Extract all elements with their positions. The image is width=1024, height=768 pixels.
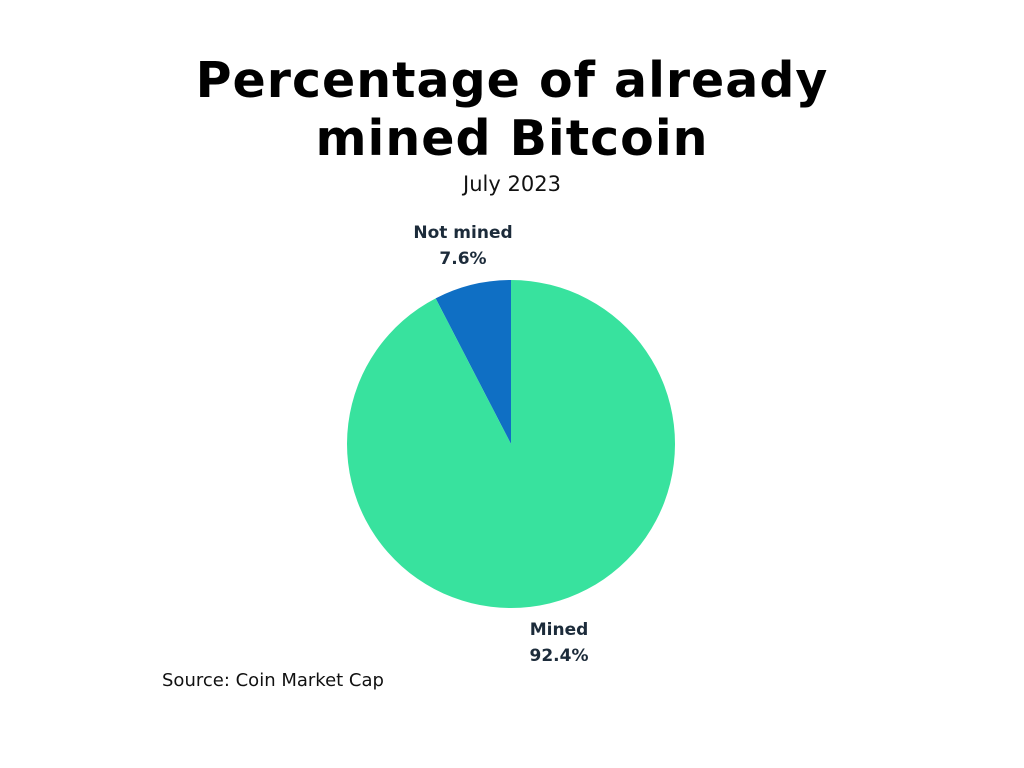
pie-slice-mined xyxy=(347,280,676,608)
chart-title-line-2: mined Bitcoin xyxy=(315,110,709,167)
slice-value-mined: 92.4% xyxy=(529,646,589,666)
chart-subtitle: July 2023 xyxy=(463,172,561,196)
chart-title-line-1: Percentage of already xyxy=(195,52,829,109)
pie-slice-not-mined xyxy=(435,280,511,444)
slice-name-mined: Mined xyxy=(529,620,589,640)
slice-value-not-mined: 7.6% xyxy=(439,249,487,269)
slice-label-not-mined: Not mined 7.6% xyxy=(363,220,563,272)
slice-label-mined: Mined 92.4% xyxy=(459,617,659,669)
source-note: Source: Coin Market Cap xyxy=(162,670,384,691)
slice-name-not-mined: Not mined xyxy=(413,223,513,243)
